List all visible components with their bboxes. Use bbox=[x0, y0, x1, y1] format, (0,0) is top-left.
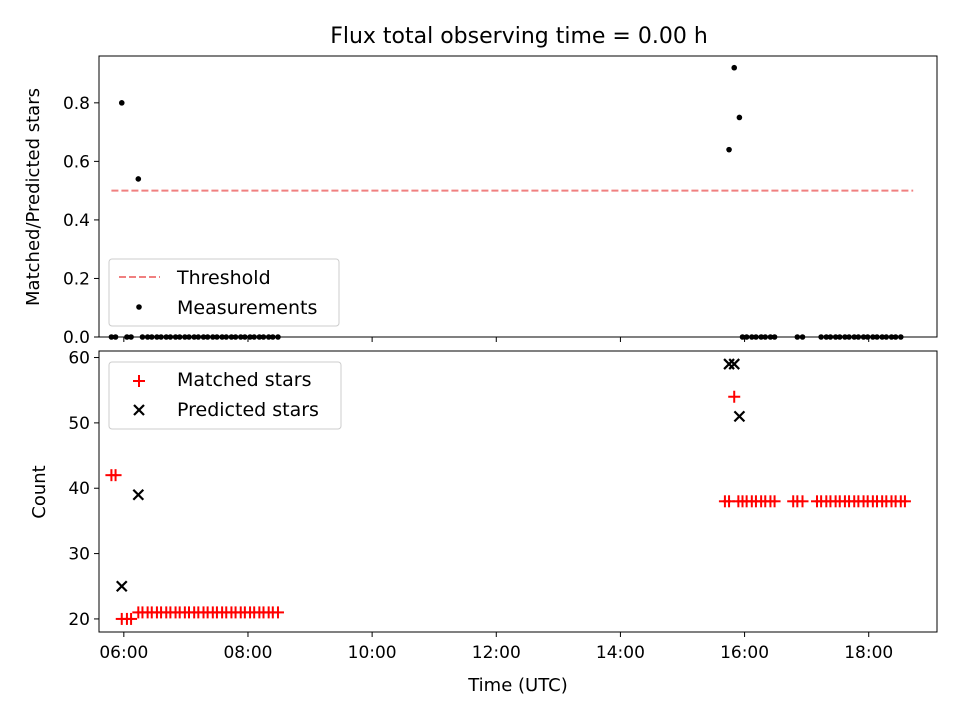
bottom-xtick-label-2: 10:00 bbox=[348, 643, 397, 663]
predicted-point-3 bbox=[728, 358, 741, 370]
measurement-point-36 bbox=[726, 146, 732, 153]
matched-point-70 bbox=[898, 495, 911, 508]
top-y-axis-label: Matched/Predicted stars bbox=[23, 88, 44, 306]
measurement-point-5 bbox=[135, 176, 142, 182]
bottom-ytick-label-0: 20 bbox=[68, 610, 90, 630]
bottom-legend: Matched stars Predicted stars bbox=[108, 361, 342, 430]
top-ytick-label-4: 0.8 bbox=[63, 94, 90, 114]
matched-legend-swatch bbox=[133, 375, 145, 387]
predicted-point-1 bbox=[132, 488, 145, 501]
count-points bbox=[105, 358, 911, 625]
top-legend-box bbox=[108, 258, 340, 327]
legend-predicted-label: Predicted stars bbox=[177, 399, 319, 421]
bottom-xtick-label-1: 08:00 bbox=[223, 643, 272, 663]
bottom-xtick-label-5: 16:00 bbox=[720, 643, 769, 663]
predicted-point-2 bbox=[723, 358, 735, 370]
top-panel: 0.00.20.40.60.8 Matched/Predicted stars … bbox=[23, 55, 938, 348]
measurements-legend-swatch bbox=[136, 304, 142, 310]
matched-point-4 bbox=[125, 612, 138, 625]
matched-point-50 bbox=[796, 495, 809, 508]
bottom-ytick-label-2: 40 bbox=[68, 479, 90, 499]
bottom-x-ticks: 06:00 08:00 10:00 12:00 14:00 16:00 18:00 bbox=[99, 632, 893, 663]
x-axis-label: Time (UTC) bbox=[467, 675, 568, 696]
bottom-legend-box bbox=[108, 361, 342, 430]
legend-threshold-label: Threshold bbox=[176, 267, 271, 289]
measurement-point-2 bbox=[118, 100, 125, 106]
top-ytick-label-2: 0.4 bbox=[63, 211, 90, 231]
top-axes-frame bbox=[98, 55, 938, 338]
top-x-ticks bbox=[123, 337, 870, 342]
top-legend: Threshold Measurements bbox=[108, 258, 340, 327]
top-ytick-label-1: 0.2 bbox=[63, 269, 90, 289]
measurement-point-38 bbox=[736, 114, 743, 121]
top-y-ticks: 0.0 0.2 0.4 0.6 0.8 bbox=[63, 94, 99, 348]
bottom-xtick-label-6: 18:00 bbox=[844, 643, 893, 663]
bottom-y-axis-label: Count bbox=[29, 465, 50, 518]
measurement-point-37 bbox=[731, 64, 738, 71]
matched-point-38 bbox=[728, 390, 741, 403]
legend-measurements-label: Measurements bbox=[177, 297, 317, 319]
predicted-legend-swatch bbox=[133, 404, 145, 416]
bottom-ytick-label-1: 30 bbox=[68, 545, 90, 565]
bottom-xtick-label-0: 06:00 bbox=[99, 643, 148, 663]
bottom-xtick-label-3: 12:00 bbox=[472, 643, 521, 663]
chart-title: Flux total observing time = 0.00 h bbox=[330, 24, 708, 49]
top-ytick-label-3: 0.6 bbox=[63, 152, 90, 172]
bottom-xtick-label-4: 14:00 bbox=[596, 643, 645, 663]
legend-matched-label: Matched stars bbox=[177, 369, 311, 391]
bottom-panel: 20 30 40 50 60 06:00 08:00 10:00 12:00 14:00 16:0… bbox=[29, 349, 938, 696]
top-ytick-label-0: 0.0 bbox=[63, 328, 90, 348]
matched-point-47 bbox=[768, 495, 781, 508]
bottom-ytick-label-3: 50 bbox=[68, 414, 90, 434]
matched-point-35 bbox=[271, 606, 284, 619]
matched-point-1 bbox=[109, 469, 122, 482]
bottom-axes-frame bbox=[98, 350, 938, 633]
predicted-point-4 bbox=[733, 410, 746, 423]
bottom-ytick-label-4: 60 bbox=[68, 349, 90, 369]
predicted-point-0 bbox=[115, 580, 128, 593]
bottom-y-ticks: 20 30 40 50 60 bbox=[68, 349, 99, 630]
